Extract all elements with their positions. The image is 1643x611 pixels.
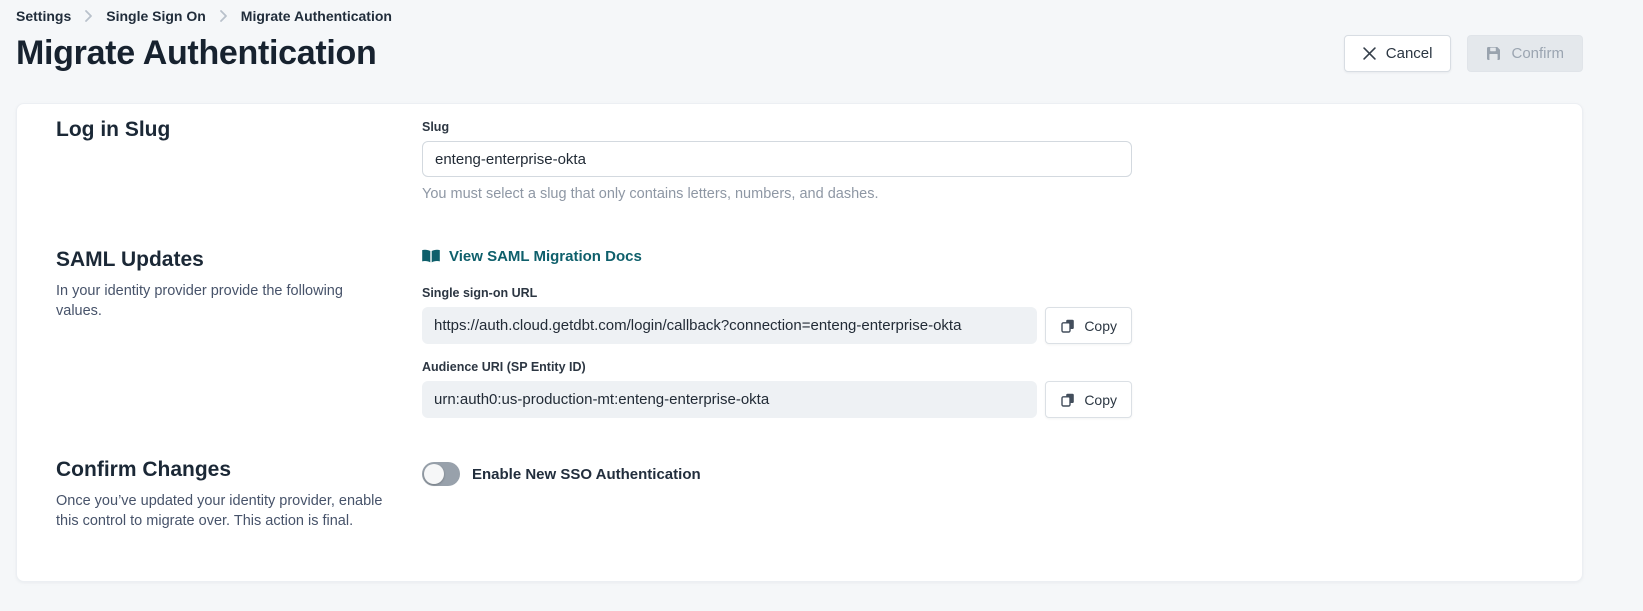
x-icon bbox=[1363, 47, 1376, 60]
slug-helper-text: You must select a slug that only contain… bbox=[422, 186, 879, 202]
chevron-right-icon bbox=[219, 9, 228, 23]
section-saml-updates: SAML Updates In your identity provider p… bbox=[56, 248, 1542, 418]
settings-card: Log in Slug Slug You must select a slug … bbox=[16, 103, 1583, 583]
docs-link-label: View SAML Migration Docs bbox=[449, 248, 642, 265]
confirm-button[interactable]: Confirm bbox=[1467, 35, 1583, 72]
confirm-changes-heading: Confirm Changes bbox=[56, 458, 232, 481]
toggle-knob bbox=[424, 464, 444, 484]
breadcrumb-migrate-authentication[interactable]: Migrate Authentication bbox=[240, 8, 392, 24]
saml-updates-description: In your identity provider provide the fo… bbox=[56, 283, 343, 319]
audience-uri-value: urn:auth0:us-production-mt:enteng-enterp… bbox=[422, 381, 1038, 418]
slug-field-label: Slug bbox=[422, 120, 450, 134]
breadcrumb: Settings Single Sign On Migrate Authenti… bbox=[0, 0, 1643, 24]
view-saml-migration-docs-link[interactable]: View SAML Migration Docs bbox=[422, 248, 642, 265]
slug-input[interactable] bbox=[422, 141, 1132, 177]
chevron-right-icon bbox=[84, 9, 93, 23]
sso-url-value: https://auth.cloud.getdbt.com/login/call… bbox=[422, 307, 1038, 344]
open-book-icon bbox=[422, 249, 440, 264]
copy-audience-uri-button[interactable]: Copy bbox=[1045, 381, 1132, 418]
sso-url-label: Single sign-on URL bbox=[422, 286, 538, 300]
copy-button-label: Copy bbox=[1084, 317, 1117, 334]
breadcrumb-settings[interactable]: Settings bbox=[16, 8, 72, 24]
enable-sso-toggle-label: Enable New SSO Authentication bbox=[472, 465, 701, 483]
confirm-button-label: Confirm bbox=[1511, 45, 1564, 62]
login-slug-heading: Log in Slug bbox=[56, 118, 171, 141]
copy-pages-icon bbox=[1060, 392, 1076, 408]
audience-uri-label: Audience URI (SP Entity ID) bbox=[422, 360, 586, 374]
section-login-slug: Log in Slug Slug You must select a slug … bbox=[56, 118, 1542, 202]
enable-sso-toggle[interactable] bbox=[422, 462, 460, 486]
save-floppy-icon bbox=[1486, 46, 1501, 61]
cancel-button[interactable]: Cancel bbox=[1343, 35, 1452, 72]
cancel-button-label: Cancel bbox=[1385, 45, 1433, 62]
copy-pages-icon bbox=[1060, 318, 1076, 334]
copy-button-label: Copy bbox=[1084, 391, 1117, 408]
header-actions: Cancel Confirm bbox=[1343, 35, 1583, 72]
page-header: Migrate Authentication Cancel Confirm bbox=[0, 24, 1643, 73]
page-title: Migrate Authentication bbox=[16, 34, 377, 72]
saml-updates-heading: SAML Updates bbox=[56, 248, 204, 271]
section-confirm-changes: Confirm Changes Once you’ve updated your… bbox=[56, 458, 1542, 531]
breadcrumb-single-sign-on[interactable]: Single Sign On bbox=[106, 8, 206, 24]
confirm-changes-description: Once you’ve updated your identity provid… bbox=[56, 493, 383, 529]
copy-sso-url-button[interactable]: Copy bbox=[1045, 307, 1132, 344]
